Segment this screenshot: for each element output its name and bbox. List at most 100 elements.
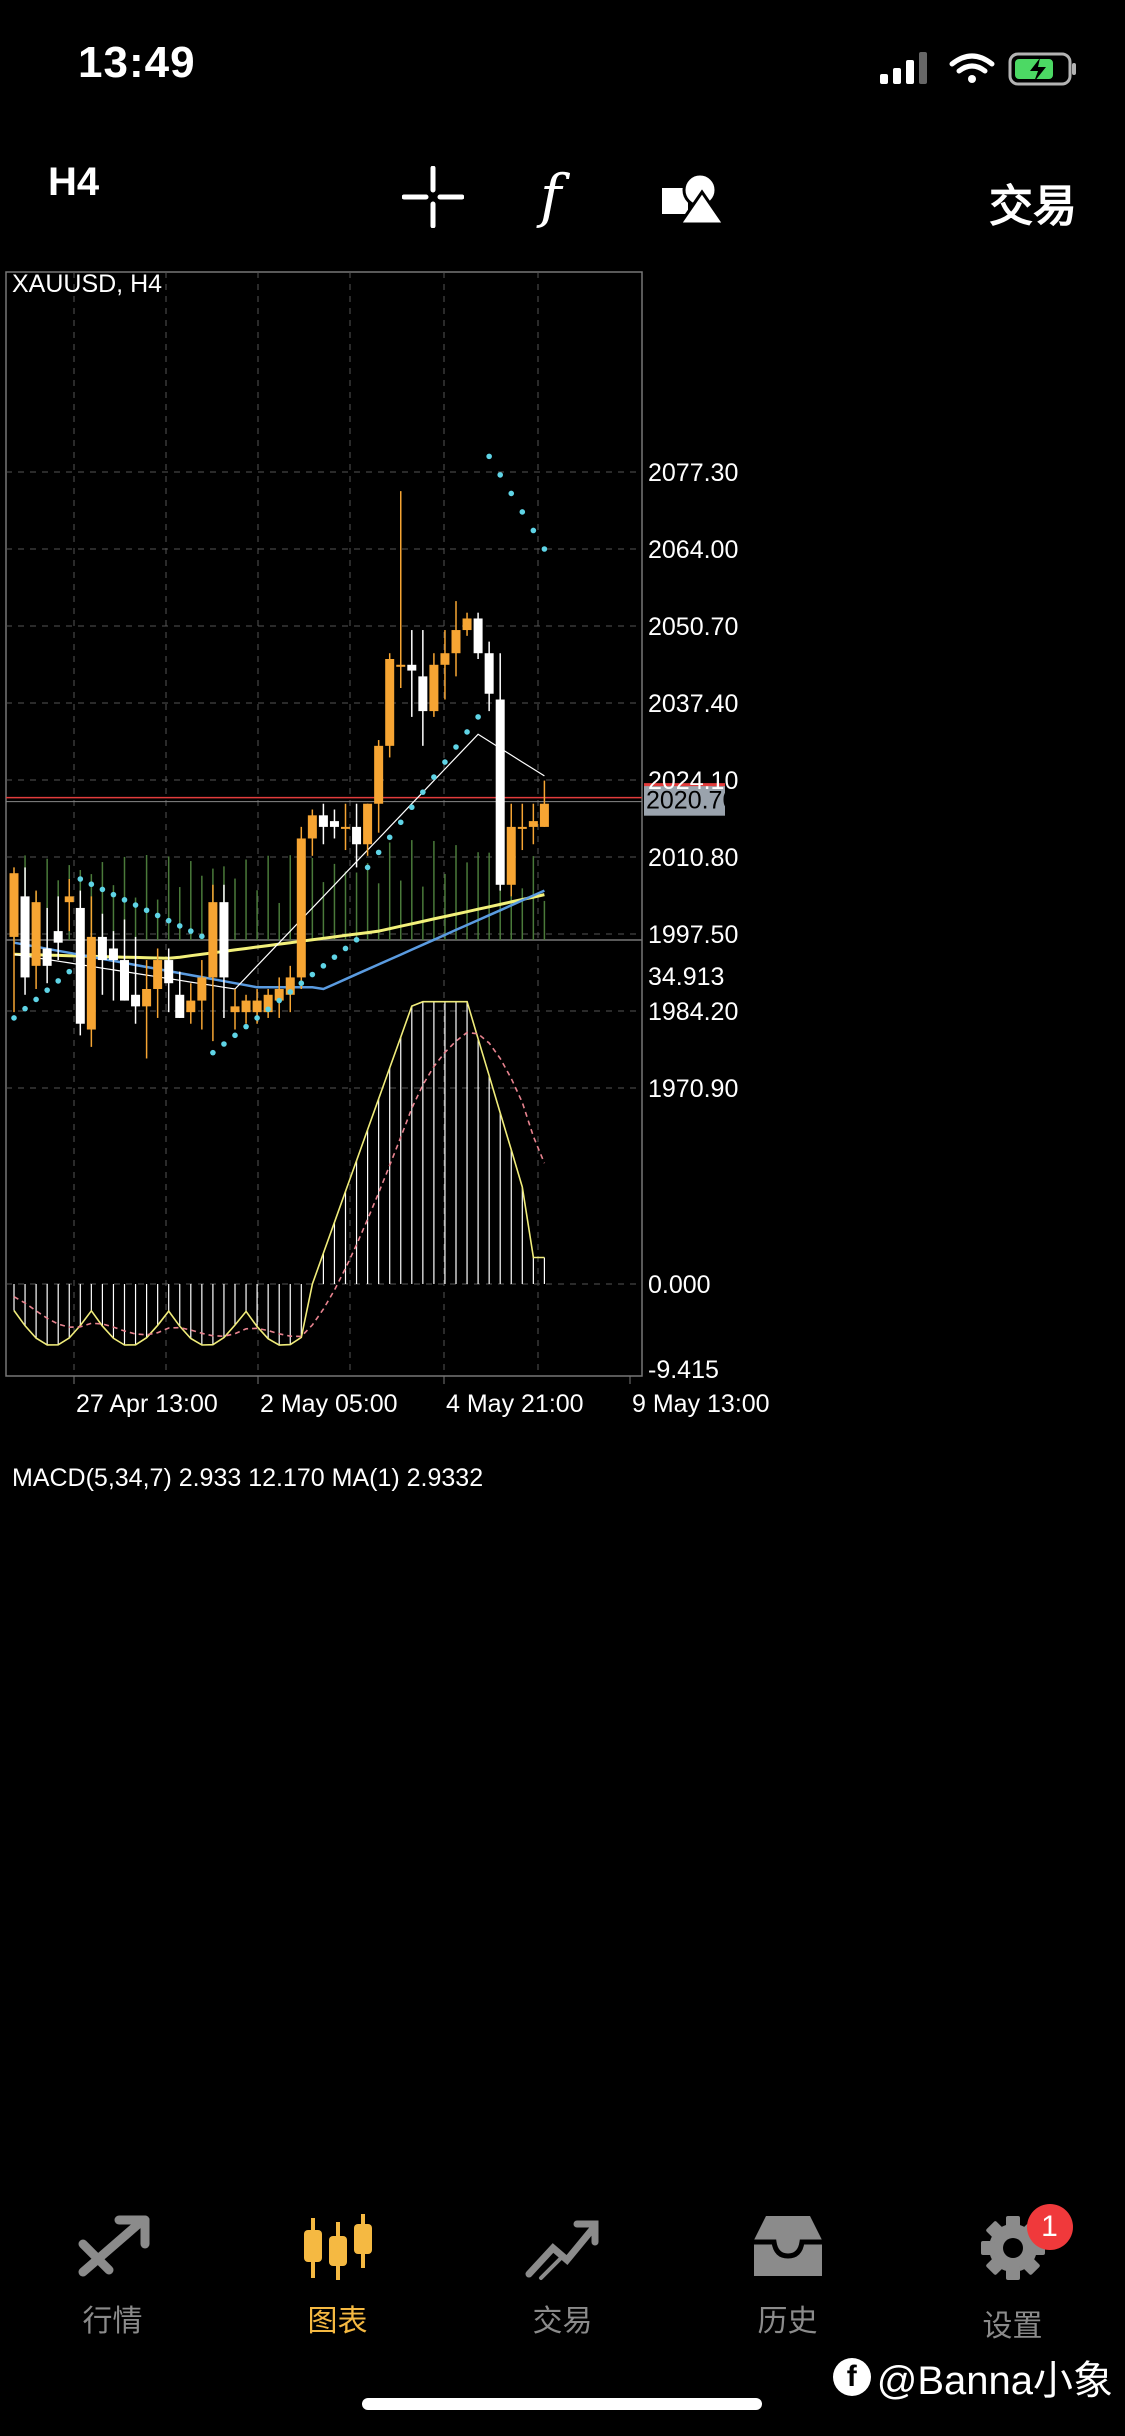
function-icon[interactable]: f xyxy=(536,164,580,232)
tab-label: 行情 xyxy=(82,2305,143,2338)
gear-tooth xyxy=(1005,2266,1020,2280)
tab-label: 图表 xyxy=(307,2305,368,2338)
sar-dot xyxy=(243,1023,249,1030)
macd-label: MACD(5,34,7) 2.933 12.170 MA(1) 2.9332 xyxy=(12,1464,483,1492)
quotes-icon xyxy=(78,2215,149,2277)
sar-dot xyxy=(22,1005,28,1012)
sar-dot xyxy=(221,1041,227,1047)
chart-icon xyxy=(303,2214,372,2280)
macd-panel xyxy=(6,1000,642,1346)
price-tick: 1970.90 xyxy=(648,1075,738,1103)
history-icon xyxy=(753,2216,822,2276)
sar-dot xyxy=(165,917,172,924)
sar-dot xyxy=(276,997,283,1004)
sar-dot xyxy=(375,849,382,856)
sar-dot xyxy=(132,902,139,908)
settings-icon xyxy=(980,2216,1045,2280)
candle-body xyxy=(528,821,538,827)
time-label: 2 May 05:00 xyxy=(260,1390,398,1418)
sar-dot xyxy=(464,729,470,735)
candle-body xyxy=(75,907,85,1024)
sar-dot xyxy=(254,1015,260,1021)
candle-body xyxy=(296,838,306,978)
time-label: 4 May 21:00 xyxy=(446,1390,584,1418)
tab-bar: 行情 图表 交易 历史 xyxy=(0,2190,1125,2343)
sar-dot xyxy=(309,971,316,978)
price-tick: 1984.20 xyxy=(648,998,738,1026)
candle-body xyxy=(219,902,229,978)
sar-dot xyxy=(11,1015,17,1021)
tab-label: 设置 xyxy=(982,2310,1043,2343)
sar-dot xyxy=(232,1032,238,1039)
tab-trade[interactable]: 交易 xyxy=(450,2190,675,2340)
candle-body xyxy=(495,699,505,885)
sar-dot xyxy=(409,804,415,811)
candle-body xyxy=(484,653,494,694)
home-indicator xyxy=(362,2398,762,2410)
symbol-label: XAUUSD, H4 xyxy=(12,270,162,298)
tab-history[interactable]: 历史 xyxy=(675,2190,900,2340)
sar-dot xyxy=(497,472,504,478)
chart-frame xyxy=(5,271,643,1377)
candle-body xyxy=(374,745,384,804)
time-label: 27 Apr 13:00 xyxy=(76,1390,218,1418)
sar-dot xyxy=(110,891,117,898)
tab-chart[interactable]: 图表 xyxy=(225,2190,450,2340)
sar-dot xyxy=(33,996,39,1003)
sar-dot xyxy=(88,881,95,888)
candle-body xyxy=(131,994,141,1007)
gear-tooth xyxy=(1005,2216,1020,2230)
crosshair-icon[interactable] xyxy=(402,166,464,228)
sar-dot xyxy=(154,912,161,919)
candle-body xyxy=(120,960,129,1001)
candle-body xyxy=(352,826,362,845)
price-tick: 2050.70 xyxy=(648,613,738,641)
candlesticks xyxy=(9,491,549,1059)
tab-label: 交易 xyxy=(532,2305,593,2338)
candle-body xyxy=(274,989,284,1001)
sar-dot xyxy=(121,897,128,903)
tab-label: 历史 xyxy=(757,2305,818,2338)
trade-button[interactable]: 交易 xyxy=(989,182,1077,231)
sar-dot xyxy=(320,963,327,969)
sar-dot xyxy=(66,968,73,975)
candle-body xyxy=(64,896,74,903)
price-chart[interactable]: 2077.30 2064.00 2050.70 2037.40 2024.10 2010.… xyxy=(0,268,1125,2168)
sar-dot xyxy=(210,1049,216,1056)
sar-dot xyxy=(519,509,526,515)
candle-body xyxy=(539,803,549,827)
sar-dot xyxy=(508,490,515,497)
timeframe-button[interactable]: H4 xyxy=(48,160,100,204)
candle-body xyxy=(462,618,472,631)
candle-body xyxy=(363,803,373,845)
tab-settings[interactable]: 1 设置 xyxy=(900,2190,1125,2343)
candle-body xyxy=(42,948,52,966)
current-price-box xyxy=(644,785,725,816)
sar-dot xyxy=(265,1006,271,1013)
macd-tick: 34.913 xyxy=(648,963,724,991)
watermark: f @Banna小象 xyxy=(832,2348,1113,2406)
notification-badge: 1 xyxy=(1026,2204,1073,2250)
chart-grid xyxy=(5,271,725,1377)
status-icons xyxy=(880,52,1076,86)
sar-dot xyxy=(188,928,194,934)
sar-dot xyxy=(530,527,537,534)
time-label: 9 May 13:00 xyxy=(632,1390,770,1418)
sar-dot xyxy=(397,819,404,826)
candle-body xyxy=(407,664,417,671)
tab-quotes[interactable]: 行情 xyxy=(0,2190,225,2340)
facebook-icon: f xyxy=(832,2358,871,2396)
candle-body xyxy=(517,826,527,829)
candle-body xyxy=(175,994,185,1018)
objects-icon[interactable] xyxy=(660,168,726,228)
price-tick: 2024.10 xyxy=(648,767,738,795)
candle-body xyxy=(86,936,96,1030)
status-time: 13:49 xyxy=(78,38,196,87)
price-tick: 2037.40 xyxy=(648,690,738,718)
candle-body xyxy=(396,664,406,667)
candle-body xyxy=(285,977,295,995)
candle-body xyxy=(263,994,273,1013)
price-tick: 2064.00 xyxy=(648,536,738,564)
candle-body xyxy=(9,873,19,937)
candle-body xyxy=(31,902,41,966)
